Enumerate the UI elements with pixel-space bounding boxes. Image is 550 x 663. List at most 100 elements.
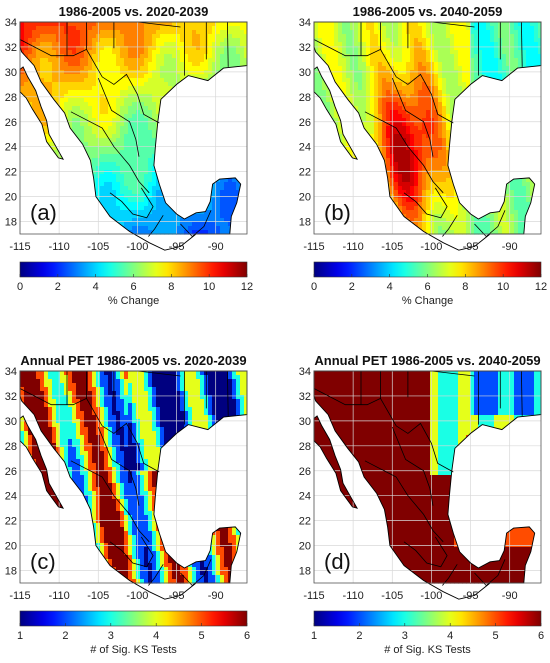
field-cell (462, 46, 467, 51)
field-cell (446, 150, 451, 155)
field-cell (40, 22, 45, 27)
field-cell (160, 222, 165, 227)
field-cell (442, 118, 447, 123)
field-cell (168, 66, 173, 71)
field-cell (152, 98, 157, 103)
field-cell (104, 162, 109, 167)
field-cell (228, 190, 233, 195)
field-cell (164, 42, 169, 47)
field-cell (24, 50, 29, 55)
field-cell (132, 74, 137, 79)
field-cell (232, 54, 237, 59)
field-cell (426, 90, 431, 95)
field-cell (434, 106, 439, 111)
field-cell (406, 126, 411, 131)
field-cell (32, 22, 37, 27)
field-cell (112, 214, 117, 219)
field-cell (92, 90, 97, 95)
field-cell (108, 122, 113, 127)
field-cell (458, 34, 463, 39)
field-cell (386, 54, 391, 59)
field-cell (108, 178, 113, 183)
field-cell (60, 66, 65, 71)
field-cell (434, 78, 439, 83)
field-cell (330, 30, 335, 35)
field-cell (60, 50, 65, 55)
field-cell (196, 218, 201, 223)
field-cell (120, 158, 125, 163)
field-cell (442, 126, 447, 131)
field-cell (438, 146, 443, 151)
field-cell (240, 38, 245, 43)
field-cell (216, 42, 221, 47)
field-cell (28, 22, 33, 27)
field-cell (338, 62, 343, 67)
field-cell (366, 54, 371, 59)
field-cell (438, 94, 443, 99)
field-cell (514, 42, 519, 47)
field-cell (136, 58, 141, 63)
field-cell (104, 122, 109, 127)
field-cell (136, 102, 141, 107)
field-cell (160, 46, 165, 51)
field-cell (510, 38, 515, 43)
field-cell (52, 46, 57, 51)
field-cell (104, 174, 109, 179)
field-cell (76, 66, 81, 71)
field-cell (144, 134, 149, 139)
field-cell (132, 122, 137, 127)
field-cell (394, 122, 399, 127)
field-cell (156, 202, 161, 207)
field-cell (144, 122, 149, 127)
field-cell (116, 94, 121, 99)
field-cell (322, 90, 327, 95)
field-cell (172, 78, 177, 83)
field-cell (140, 94, 145, 99)
field-cell (164, 70, 169, 75)
field-cell (200, 218, 205, 223)
field-cell (398, 114, 403, 119)
field-cell (88, 50, 93, 55)
field-cell (116, 90, 121, 95)
field-cell (370, 26, 375, 31)
field-cell (224, 38, 229, 43)
field-cell (422, 22, 427, 27)
field-cell (486, 42, 491, 47)
field-cell (132, 26, 137, 31)
field-cell (100, 130, 105, 135)
field-cell (152, 34, 157, 39)
panel-label: (a) (30, 200, 57, 225)
field-cell (132, 146, 137, 151)
field-cell (116, 170, 121, 175)
field-cell (148, 230, 153, 235)
field-cell (132, 130, 137, 135)
field-cell (140, 78, 145, 83)
field-cell (156, 106, 161, 111)
field-cell (56, 90, 61, 95)
field-cell (148, 138, 153, 143)
field-cell (526, 62, 531, 67)
boundary-line (137, 21, 181, 28)
field-cell (60, 90, 65, 95)
field-cell (434, 98, 439, 103)
field-cell (28, 82, 33, 87)
field-cell (176, 34, 181, 39)
field-cell (124, 154, 129, 159)
field-cell (382, 146, 387, 151)
field-cell (172, 26, 177, 31)
field-cell (144, 150, 149, 155)
field-cell (228, 58, 233, 63)
field-cell (172, 74, 177, 79)
field-cell (216, 30, 221, 35)
field-cell (346, 22, 351, 27)
field-cell (32, 34, 37, 39)
field-cell (236, 182, 241, 187)
field-cell (196, 34, 201, 39)
field-cell (156, 102, 161, 107)
field-cell (434, 34, 439, 39)
field-cell (394, 70, 399, 75)
field-cell (44, 50, 49, 55)
field-cell (104, 170, 109, 175)
field-cell (24, 90, 29, 95)
field-cell (160, 58, 165, 63)
